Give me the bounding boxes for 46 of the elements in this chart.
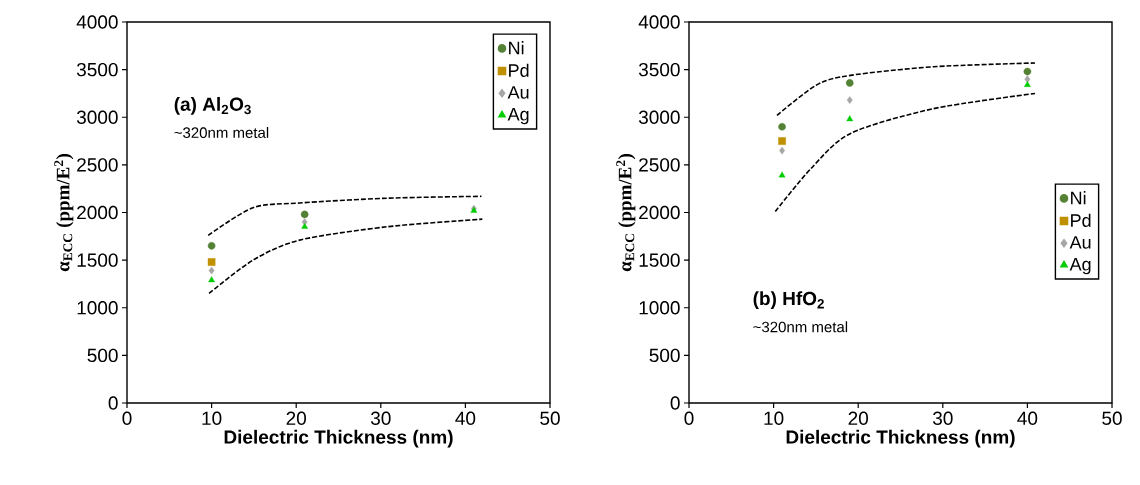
y-tick-label: 1500 [639,253,680,267]
x-tick-label: 40 [455,411,476,425]
legend-label: Ni [509,41,524,55]
legend-label: Pd [509,63,529,77]
legend-label: Au [1069,236,1091,249]
x-tick-label: 30 [370,411,391,425]
x-axis-title: Dielectric Thickness (nm) [224,429,453,448]
legend-label: Ag [507,108,529,125]
x-axis-title: Dielectric Thickness (nm) [786,429,1015,448]
y-tick-label: 1000 [639,301,680,315]
y-tick-label: 1000 [77,301,118,315]
annotation: ~320nm metal [753,321,848,333]
x-tick-label: 40 [1017,411,1038,425]
y-tick-label: 3000 [638,110,680,124]
x-tick-label: 10 [764,411,784,425]
x-tick-label: 10 [202,411,222,425]
legend-label: Ni [1071,191,1086,205]
y-tick-label: 0 [108,396,118,410]
y-tick-label: 2000 [77,205,118,220]
annotation: ~320nm metal [174,126,269,138]
x-tick-label: 20 [286,411,307,425]
y-tick-label: 4000 [638,15,680,29]
legend-label: Au [507,86,529,99]
x-tick-label: 50 [540,411,560,425]
x-tick-label: 20 [848,411,869,425]
annotation: (a) Al$_{2}$O$_{3}$ [174,96,251,115]
x-tick-label: 0 [122,411,132,425]
annotation: (b) HfO$_{2}$ [753,291,824,309]
y-tick-label: 3500 [76,62,118,77]
y-tick-label: 4000 [76,15,118,29]
x-tick-label: 50 [1102,411,1122,425]
y-tick-label: 1500 [77,253,118,267]
y-tick-label: 3500 [638,62,680,77]
y-axis-title: α$_{ECC}$ (ppm/E$^{2}$) [616,154,636,272]
legend-label: Pd [1071,213,1091,227]
y-tick-label: 3000 [76,110,118,124]
y-tick-label: 500 [649,348,680,363]
x-tick-label: 0 [684,411,694,425]
y-tick-label: 2500 [639,158,680,172]
x-tick-label: 30 [932,411,953,425]
y-tick-label: 500 [87,348,118,363]
y-tick-label: 0 [670,396,680,410]
y-axis-title: α$_{ECC}$ (ppm/E$^{2}$) [54,154,74,272]
y-tick-label: 2000 [639,205,680,220]
y-tick-label: 2500 [77,158,118,172]
legend-label: Ag [1069,258,1091,275]
